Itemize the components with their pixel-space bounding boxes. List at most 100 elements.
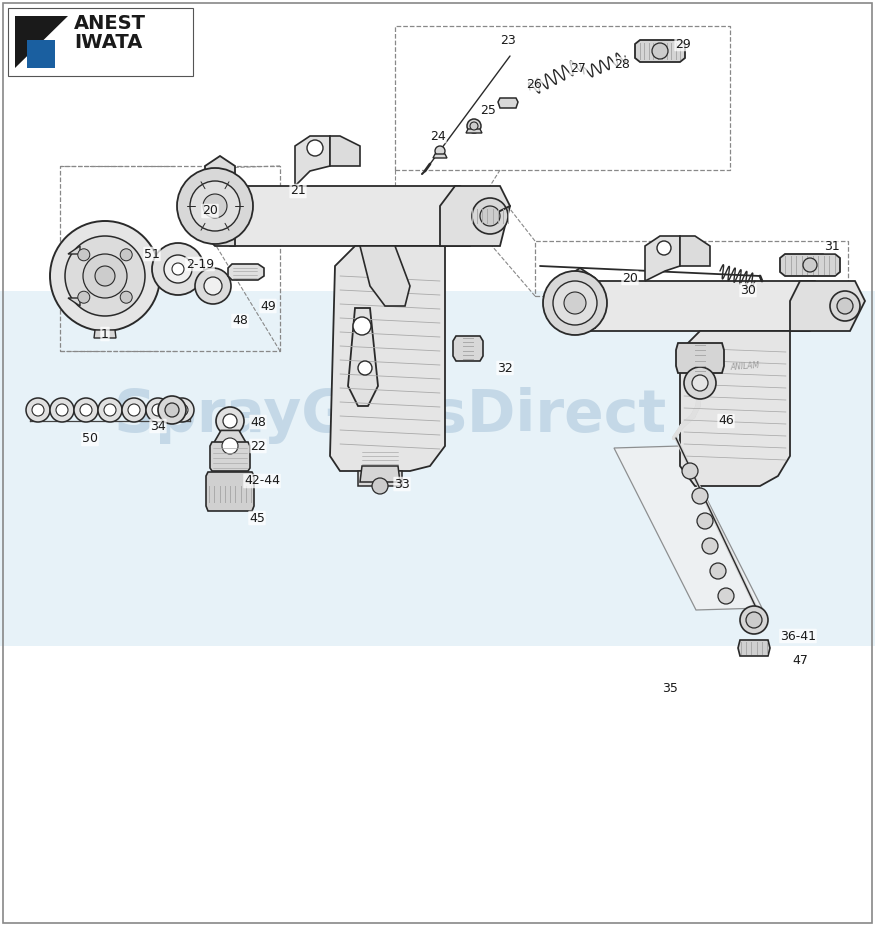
Bar [27, 40, 55, 68]
Text: 28: 28 [614, 57, 630, 70]
Text: 51: 51 [144, 247, 160, 260]
Text: 25: 25 [480, 105, 496, 118]
Text: IWATA: IWATA [74, 33, 143, 52]
Circle shape [222, 438, 238, 454]
Circle shape [553, 281, 597, 325]
Circle shape [98, 398, 122, 422]
Polygon shape [215, 186, 490, 246]
Circle shape [692, 488, 708, 504]
Text: ANILAM: ANILAM [730, 360, 760, 371]
Polygon shape [68, 246, 80, 254]
Circle shape [682, 463, 698, 479]
Text: 35: 35 [662, 682, 678, 694]
Circle shape [65, 236, 145, 316]
Circle shape [172, 263, 184, 275]
Polygon shape [680, 236, 710, 266]
Circle shape [176, 404, 188, 416]
Circle shape [480, 206, 500, 226]
Text: 21: 21 [290, 184, 306, 197]
Circle shape [470, 122, 478, 130]
Circle shape [746, 612, 762, 628]
Circle shape [710, 563, 726, 579]
Polygon shape [205, 156, 235, 246]
Circle shape [26, 398, 50, 422]
Circle shape [204, 277, 222, 295]
Polygon shape [228, 264, 264, 280]
Text: 36-41: 36-41 [780, 630, 816, 643]
Circle shape [837, 298, 853, 314]
Circle shape [803, 258, 817, 272]
Circle shape [165, 403, 179, 417]
Circle shape [80, 404, 92, 416]
Text: 29: 29 [676, 37, 691, 51]
Polygon shape [565, 268, 595, 328]
Text: 31: 31 [824, 240, 840, 253]
Circle shape [104, 404, 116, 416]
Circle shape [164, 255, 192, 283]
Circle shape [543, 271, 607, 335]
Polygon shape [330, 246, 445, 471]
Text: 42-44: 42-44 [244, 474, 280, 487]
Text: 50: 50 [82, 432, 98, 445]
Text: 2-19: 2-19 [186, 257, 214, 270]
Circle shape [697, 513, 713, 529]
Text: 46: 46 [718, 415, 734, 428]
Circle shape [50, 221, 160, 331]
Circle shape [74, 398, 98, 422]
Text: 20: 20 [202, 205, 218, 218]
Circle shape [564, 292, 586, 314]
Circle shape [472, 198, 508, 234]
Circle shape [223, 414, 237, 428]
Circle shape [83, 254, 127, 298]
Circle shape [152, 243, 204, 295]
Circle shape [78, 291, 90, 303]
Polygon shape [360, 246, 410, 306]
Polygon shape [676, 343, 724, 373]
Polygon shape [498, 98, 518, 108]
Polygon shape [206, 472, 254, 511]
Circle shape [652, 43, 668, 59]
Circle shape [702, 538, 718, 554]
Text: 23: 23 [500, 34, 516, 47]
Circle shape [216, 407, 244, 435]
Circle shape [120, 249, 132, 261]
Polygon shape [295, 136, 330, 186]
Circle shape [203, 194, 227, 218]
Polygon shape [645, 236, 680, 281]
Text: 24: 24 [430, 130, 446, 143]
Polygon shape [330, 136, 360, 166]
Circle shape [435, 146, 445, 156]
Text: 22: 22 [250, 440, 266, 453]
Circle shape [657, 241, 671, 255]
Bar [8, 8, 193, 76]
Circle shape [830, 291, 860, 321]
Text: ANEST: ANEST [74, 14, 146, 33]
Text: 48: 48 [250, 416, 266, 429]
Circle shape [177, 168, 253, 244]
Text: 1: 1 [102, 328, 109, 341]
Circle shape [358, 361, 372, 375]
Polygon shape [440, 186, 510, 246]
Text: 30: 30 [740, 283, 756, 296]
Text: 49: 49 [260, 299, 276, 312]
Circle shape [146, 398, 170, 422]
Text: 20: 20 [622, 271, 638, 284]
Polygon shape [15, 16, 68, 68]
Polygon shape [790, 281, 865, 331]
Polygon shape [210, 442, 250, 471]
Circle shape [692, 375, 708, 391]
Circle shape [467, 119, 481, 133]
Circle shape [190, 181, 240, 231]
Circle shape [50, 398, 74, 422]
Circle shape [307, 140, 323, 156]
Circle shape [158, 396, 186, 424]
Bar [0, 291, 875, 646]
Circle shape [122, 398, 146, 422]
Text: 48: 48 [232, 315, 248, 328]
Polygon shape [680, 331, 790, 486]
Text: 26: 26 [526, 78, 542, 91]
Circle shape [740, 606, 768, 634]
Polygon shape [466, 129, 482, 133]
Text: 34: 34 [150, 419, 166, 432]
Circle shape [56, 404, 68, 416]
